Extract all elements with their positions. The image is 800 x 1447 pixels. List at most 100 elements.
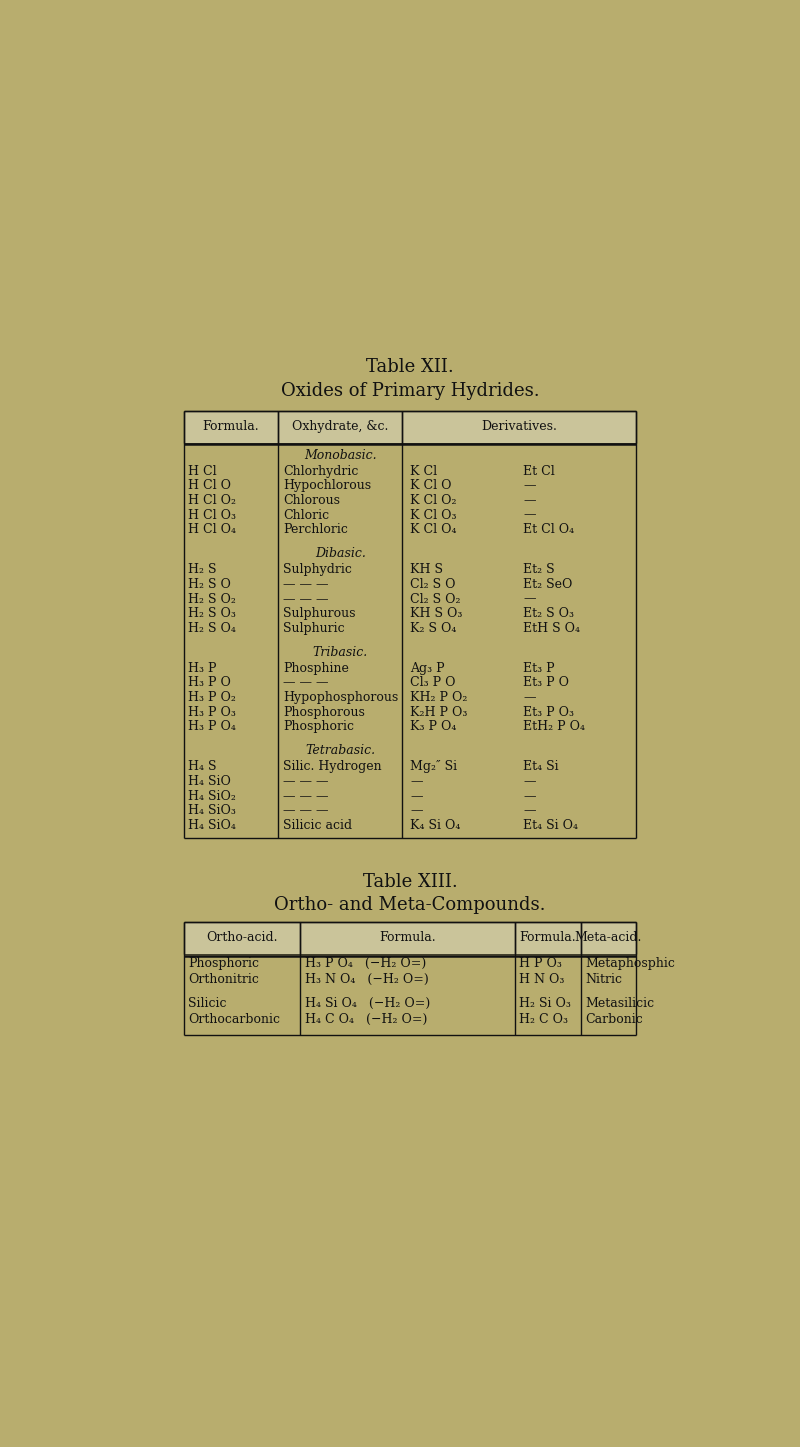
Text: Et₂ SeO: Et₂ SeO (523, 577, 573, 590)
Text: Cl₂ S O: Cl₂ S O (410, 577, 455, 590)
Text: H₃ P O₄   (−H₂ O=): H₃ P O₄ (−H₂ O=) (305, 956, 426, 969)
Text: —: — (523, 805, 536, 818)
Text: Chlorhydric: Chlorhydric (283, 464, 358, 478)
Text: Et₃ P O: Et₃ P O (523, 676, 569, 689)
Text: H Cl O₄: H Cl O₄ (188, 524, 236, 537)
Text: H₂ S O₄: H₂ S O₄ (188, 622, 236, 635)
Text: Et₄ Si O₄: Et₄ Si O₄ (523, 819, 578, 832)
Text: —: — (523, 790, 536, 803)
Text: Monobasic.: Monobasic. (304, 449, 377, 462)
Text: K Cl O₃: K Cl O₃ (410, 508, 457, 521)
Text: Dibasic.: Dibasic. (315, 547, 366, 560)
Text: Phosphine: Phosphine (283, 661, 349, 674)
Text: —: — (523, 508, 536, 521)
Text: Chlorous: Chlorous (283, 493, 340, 506)
Text: K Cl O₂: K Cl O₂ (410, 493, 457, 506)
Text: H₃ P O₄: H₃ P O₄ (188, 721, 236, 734)
Text: Et₄ Si: Et₄ Si (523, 760, 558, 773)
Text: Formula.: Formula. (202, 420, 259, 433)
Text: Table XIII.: Table XIII. (362, 873, 458, 891)
Text: H₃ P O₃: H₃ P O₃ (188, 706, 236, 719)
Text: —: — (523, 592, 536, 605)
Text: H Cl O₂: H Cl O₂ (188, 493, 236, 506)
Text: Mg₂″ Si: Mg₂″ Si (410, 760, 457, 773)
Text: Hypochlorous: Hypochlorous (283, 479, 371, 492)
Text: H₂ C O₃: H₂ C O₃ (519, 1013, 568, 1026)
Text: H Cl O₃: H Cl O₃ (188, 508, 236, 521)
Text: Et Cl O₄: Et Cl O₄ (523, 524, 574, 537)
Text: —: — (410, 776, 422, 789)
Text: H₂ Si O₃: H₂ Si O₃ (519, 997, 571, 1010)
Text: —: — (523, 692, 536, 705)
Text: H₄ SiO₄: H₄ SiO₄ (188, 819, 236, 832)
Text: Et₃ P: Et₃ P (523, 661, 554, 674)
Text: H₂ S O₂: H₂ S O₂ (188, 592, 236, 605)
Text: Et Cl: Et Cl (523, 464, 555, 478)
Text: Oxides of Primary Hydrides.: Oxides of Primary Hydrides. (281, 382, 539, 399)
Text: Sulphuric: Sulphuric (283, 622, 345, 635)
Text: H₄ C O₄   (−H₂ O=): H₄ C O₄ (−H₂ O=) (305, 1013, 427, 1026)
Text: Et₂ S O₃: Et₂ S O₃ (523, 608, 574, 621)
Bar (184, 922, 636, 955)
Text: —: — (523, 479, 536, 492)
Text: H₃ P O₂: H₃ P O₂ (188, 692, 236, 705)
Text: —: — (523, 493, 536, 506)
Text: — — —: — — — (283, 577, 328, 590)
Text: H P O₃: H P O₃ (519, 956, 562, 969)
Text: Orthocarbonic: Orthocarbonic (188, 1013, 280, 1026)
Text: Et₂ S: Et₂ S (523, 563, 554, 576)
Text: Cl₂ S O₂: Cl₂ S O₂ (410, 592, 461, 605)
Text: Formula.: Formula. (379, 932, 436, 945)
Text: H₄ S: H₄ S (188, 760, 217, 773)
Text: Hypophosphorous: Hypophosphorous (283, 692, 398, 705)
Text: Derivatives.: Derivatives. (482, 420, 558, 433)
Text: H₄ Si O₄   (−H₂ O=): H₄ Si O₄ (−H₂ O=) (305, 997, 430, 1010)
Bar (184, 411, 636, 443)
Text: H₄ SiO₂: H₄ SiO₂ (188, 790, 236, 803)
Text: KH S: KH S (410, 563, 443, 576)
Text: Tetrabasic.: Tetrabasic. (305, 744, 375, 757)
Text: Meta-acid.: Meta-acid. (574, 932, 642, 945)
Text: H N O₃: H N O₃ (519, 972, 565, 985)
Text: Oxhydrate, &c.: Oxhydrate, &c. (292, 420, 389, 433)
Text: Phosphoric: Phosphoric (188, 956, 259, 969)
Text: K Cl O: K Cl O (410, 479, 451, 492)
Text: Silicic acid: Silicic acid (283, 819, 352, 832)
Text: K Cl O₄: K Cl O₄ (410, 524, 457, 537)
Text: K Cl: K Cl (410, 464, 437, 478)
Text: Nitric: Nitric (585, 972, 622, 985)
Text: H Cl: H Cl (188, 464, 217, 478)
Text: Perchloric: Perchloric (283, 524, 348, 537)
Text: H₃ N O₄   (−H₂ O=): H₃ N O₄ (−H₂ O=) (305, 972, 428, 985)
Text: —: — (410, 805, 422, 818)
Text: H₃ P: H₃ P (188, 661, 217, 674)
Text: Phosphoric: Phosphoric (283, 721, 354, 734)
Text: H₂ S: H₂ S (188, 563, 217, 576)
Text: Ag₃ P: Ag₃ P (410, 661, 445, 674)
Text: —: — (410, 790, 422, 803)
Text: H₄ SiO₃: H₄ SiO₃ (188, 805, 236, 818)
Text: K₃ P O₄: K₃ P O₄ (410, 721, 456, 734)
Text: Silic. Hydrogen: Silic. Hydrogen (283, 760, 382, 773)
Text: Formula.: Formula. (519, 932, 576, 945)
Text: K₂H P O₃: K₂H P O₃ (410, 706, 467, 719)
Text: EtH S O₄: EtH S O₄ (523, 622, 580, 635)
Text: Ortho-acid.: Ortho-acid. (206, 932, 278, 945)
Text: Metaphosphic: Metaphosphic (585, 956, 675, 969)
Text: — — —: — — — (283, 676, 328, 689)
Text: Sulphydric: Sulphydric (283, 563, 352, 576)
Text: KH S O₃: KH S O₃ (410, 608, 462, 621)
Text: Cl₃ P O: Cl₃ P O (410, 676, 455, 689)
Text: Table XII.: Table XII. (366, 359, 454, 376)
Text: H Cl O: H Cl O (188, 479, 231, 492)
Text: — — —: — — — (283, 592, 328, 605)
Text: Tribasic.: Tribasic. (313, 645, 368, 658)
Text: Sulphurous: Sulphurous (283, 608, 355, 621)
Text: K₄ Si O₄: K₄ Si O₄ (410, 819, 460, 832)
Text: Chloric: Chloric (283, 508, 329, 521)
Text: H₂ S O₃: H₂ S O₃ (188, 608, 236, 621)
Text: H₂ S O: H₂ S O (188, 577, 231, 590)
Text: Metasilicic: Metasilicic (585, 997, 654, 1010)
Text: Phosphorous: Phosphorous (283, 706, 365, 719)
Text: Et₃ P O₃: Et₃ P O₃ (523, 706, 574, 719)
